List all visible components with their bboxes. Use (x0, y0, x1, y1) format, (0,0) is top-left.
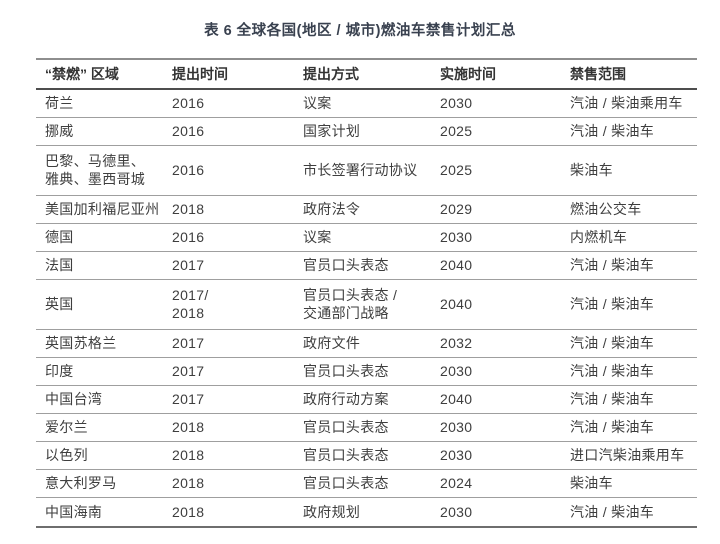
table-header: “禁燃” 区域 提出时间 提出方式 实施时间 禁售范围 (36, 59, 697, 89)
table-row: 爱尔兰 2018 官员口头表态 2030 汽油 / 柴油车 (36, 413, 697, 441)
cell-proposed-time: 2016 (172, 161, 205, 178)
table-row: 以色列 2018 官员口头表态 2030 进口汽柴油乘用车 (36, 441, 697, 469)
cell-impl-time: 2030 (440, 228, 473, 245)
table-row: 挪威 2016 国家计划 2025 汽油 / 柴油车 (36, 117, 697, 145)
cell-scope: 汽油 / 柴油车 (570, 256, 655, 273)
cell-method: 议案 (303, 95, 332, 112)
column-header-proposed-time: 提出时间 (172, 66, 228, 82)
cell-proposed-time: 2016 (172, 122, 205, 139)
cell-region: 英国苏格兰 (45, 334, 117, 351)
cell-impl-time: 2025 (440, 122, 473, 139)
cell-method: 政府法令 (303, 200, 361, 217)
cell-proposed-time: 2018 (172, 503, 205, 520)
cell-method: 官员口头表态 (303, 362, 389, 379)
cell-scope: 汽油 / 柴油车 (570, 503, 655, 520)
cell-scope: 柴油车 (570, 474, 613, 491)
table-row: 中国海南 2018 政府规划 2030 汽油 / 柴油车 (36, 497, 697, 527)
column-header-scope: 禁售范围 (570, 66, 626, 82)
cell-proposed-time: 2017 (172, 390, 205, 407)
column-header-method: 提出方式 (303, 66, 359, 82)
cell-method: 官员口头表态 (303, 256, 389, 273)
cell-scope: 进口汽柴油乘用车 (570, 446, 685, 463)
cell-method: 官员口头表态 (303, 418, 389, 435)
cell-region: 法国 (45, 256, 74, 273)
cell-method: 政府行动方案 (303, 390, 389, 407)
table-row: 英国 2017/ 2018 官员口头表态 / 交通部门战略 2040 汽油 / … (36, 279, 697, 329)
table-row: 中国台湾 2017 政府行动方案 2040 汽油 / 柴油车 (36, 385, 697, 413)
cell-impl-time: 2030 (440, 418, 473, 435)
cell-method: 政府规划 (303, 503, 361, 520)
cell-region: 挪威 (45, 122, 74, 139)
table-row: 印度 2017 官员口头表态 2030 汽油 / 柴油车 (36, 357, 697, 385)
cell-region: 巴黎、马德里、 雅典、墨西哥城 (45, 152, 146, 187)
cell-scope: 燃油公交车 (570, 200, 642, 217)
cell-region: 荷兰 (45, 95, 74, 112)
cell-proposed-time: 2018 (172, 200, 205, 217)
table-row: 意大利罗马 2018 官员口头表态 2024 柴油车 (36, 469, 697, 497)
cell-proposed-time: 2016 (172, 228, 205, 245)
cell-region: 中国海南 (45, 503, 103, 520)
header-row: “禁燃” 区域 提出时间 提出方式 实施时间 禁售范围 (36, 59, 697, 89)
cell-impl-time: 2029 (440, 200, 473, 217)
cell-impl-time: 2040 (440, 295, 473, 312)
cell-scope: 汽油 / 柴油车 (570, 334, 655, 351)
cell-region: 英国 (45, 295, 74, 312)
table-row: 英国苏格兰 2017 政府文件 2032 汽油 / 柴油车 (36, 329, 697, 357)
table-row: 美国加利福尼亚州 2018 政府法令 2029 燃油公交车 (36, 195, 697, 223)
table-title: 表 6 全球各国(地区 / 城市)燃油车禁售计划汇总 (204, 23, 516, 39)
table-row: 德国 2016 议案 2030 内燃机车 (36, 223, 697, 251)
cell-region: 印度 (45, 362, 74, 379)
cell-method: 市长签署行动协议 (303, 161, 418, 178)
cell-scope: 汽油 / 柴油车 (570, 390, 655, 407)
cell-proposed-time: 2017/ 2018 (172, 286, 209, 321)
cell-impl-time: 2030 (440, 446, 473, 463)
cell-impl-time: 2040 (440, 390, 473, 407)
cell-impl-time: 2030 (440, 362, 473, 379)
cell-region: 德国 (45, 228, 74, 245)
cell-scope: 柴油车 (570, 161, 613, 178)
cell-impl-time: 2025 (440, 161, 473, 178)
cell-impl-time: 2040 (440, 256, 473, 273)
table-body: 荷兰 2016 议案 2030 汽油 / 柴油乘用车 挪威 2016 国家计划 … (36, 89, 697, 527)
cell-region: 中国台湾 (45, 390, 103, 407)
fuel-vehicle-ban-table: “禁燃” 区域 提出时间 提出方式 实施时间 禁售范围 荷兰 2016 议案 2… (36, 58, 697, 528)
table-row: 法国 2017 官员口头表态 2040 汽油 / 柴油车 (36, 251, 697, 279)
table-row: 巴黎、马德里、 雅典、墨西哥城 2016 市长签署行动协议 2025 柴油车 (36, 145, 697, 195)
cell-method: 国家计划 (303, 122, 361, 139)
cell-proposed-time: 2017 (172, 256, 205, 273)
cell-region: 以色列 (45, 446, 88, 463)
cell-impl-time: 2030 (440, 503, 473, 520)
column-header-impl-time: 实施时间 (440, 66, 496, 82)
cell-method: 官员口头表态 (303, 474, 389, 491)
cell-impl-time: 2032 (440, 334, 473, 351)
cell-method: 官员口头表态 / 交通部门战略 (303, 286, 398, 321)
cell-region: 爱尔兰 (45, 418, 88, 435)
cell-scope: 内燃机车 (570, 228, 628, 245)
cell-method: 议案 (303, 228, 332, 245)
table-row: 荷兰 2016 议案 2030 汽油 / 柴油乘用车 (36, 89, 697, 117)
cell-method: 官员口头表态 (303, 446, 389, 463)
cell-impl-time: 2030 (440, 95, 473, 112)
cell-method: 政府文件 (303, 334, 361, 351)
cell-proposed-time: 2018 (172, 418, 205, 435)
cell-proposed-time: 2018 (172, 446, 205, 463)
cell-scope: 汽油 / 柴油车 (570, 122, 655, 139)
cell-scope: 汽油 / 柴油车 (570, 295, 655, 312)
cell-scope: 汽油 / 柴油车 (570, 362, 655, 379)
cell-region: 意大利罗马 (45, 474, 117, 491)
cell-scope: 汽油 / 柴油乘用车 (570, 95, 683, 112)
cell-proposed-time: 2017 (172, 334, 205, 351)
cell-proposed-time: 2017 (172, 362, 205, 379)
cell-impl-time: 2024 (440, 474, 473, 491)
cell-region: 美国加利福尼亚州 (45, 200, 160, 217)
column-header-region: “禁燃” 区域 (45, 66, 119, 82)
cell-proposed-time: 2016 (172, 95, 205, 112)
cell-scope: 汽油 / 柴油车 (570, 418, 655, 435)
cell-proposed-time: 2018 (172, 474, 205, 491)
